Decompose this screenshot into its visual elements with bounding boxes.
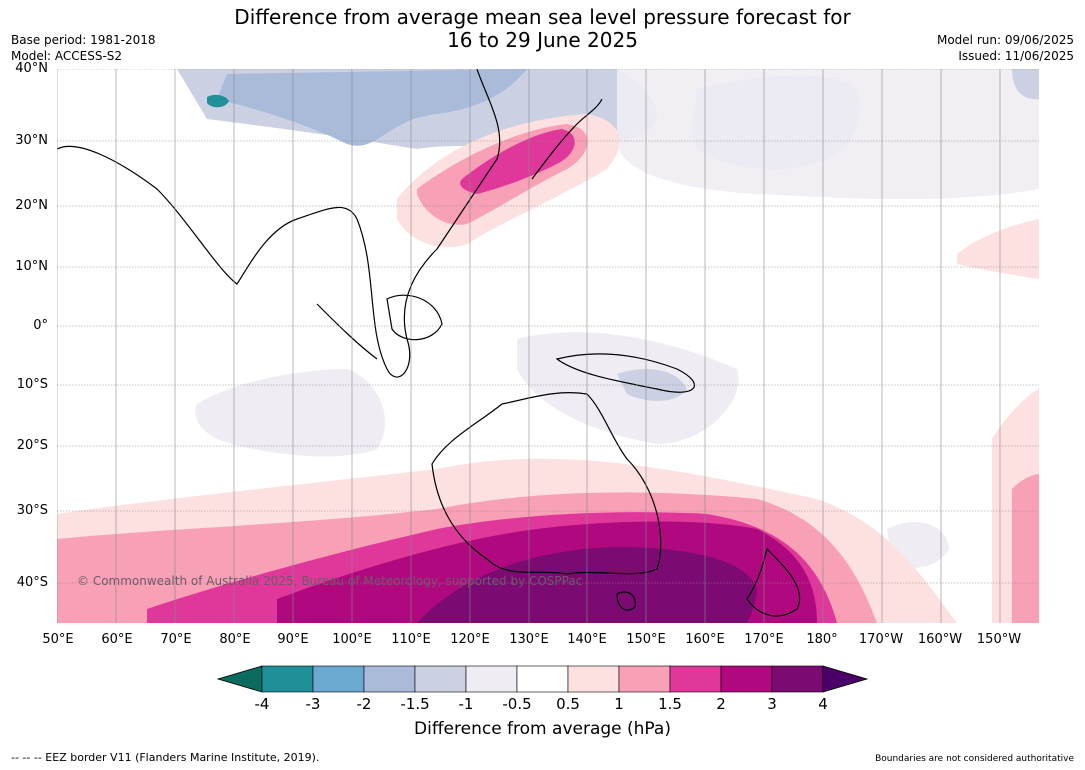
colorbar-tick: 3 [767,695,777,713]
colorbar-segment [312,665,365,693]
colorbar-segment [414,665,467,693]
map-svg [57,69,1039,623]
colorbar [216,665,868,693]
lon-label-90e: 90°E [277,632,309,647]
colorbar-tick: 4 [818,695,828,713]
coast-arabia-india [57,145,358,285]
coast-new-zealand [746,547,801,617]
colorbar-segment [720,665,773,693]
coast-australia [431,392,662,575]
lat-label-20s: 20°S [16,438,48,453]
anomaly-shading [57,69,1039,623]
eez-border-note: -- -- -- EEZ border V11 (Flanders Marine… [11,751,320,764]
colorbar-segment [618,665,671,693]
colorbar-tick: -1 [458,695,474,713]
issued-date: Issued: 11/06/2025 [958,49,1074,63]
lon-label-160e: 160°E [685,632,725,647]
negative-anomaly-core [207,94,229,108]
lat-label-10n: 10°N [15,259,48,274]
lon-label-80e: 80°E [219,632,251,647]
chart-title-line-1: Difference from average mean sea level p… [234,5,851,29]
lon-label-50e: 50°E [42,632,74,647]
lon-label-180: 180° [806,632,838,647]
lat-label-40n: 40°N [15,61,48,76]
colorbar-tick: -1.5 [400,695,430,713]
coast-tasmania [616,591,636,611]
colorbar-tick: -0.5 [502,695,532,713]
lon-label-170e: 170°E [744,632,784,647]
colorbar-tick: -4 [254,695,270,713]
colorbar-segment [363,665,416,693]
lat-label-20n: 20°N [15,198,48,213]
base-period: Base period: 1981-2018 [11,33,156,47]
chart-title-line-2: 16 to 29 June 2025 [447,28,638,52]
colorbar-tick: 2 [716,695,726,713]
lat-label-30n: 30°N [15,133,48,148]
lon-label-120e: 120°E [450,632,490,647]
colorbar-label: Difference from average (hPa) [414,719,671,739]
meta-left: Base period: 1981-2018 Model: ACCESS-S2 [11,32,156,64]
colorbar-tick: 1.5 [658,695,682,713]
colorbar-arrow-high [822,665,868,693]
lon-label-130e: 130°E [509,632,549,647]
negative-anomaly-indian-ocean [195,369,386,457]
colorbar-segment [516,665,569,693]
colorbar-tick: -2 [356,695,372,713]
positive-anomaly-east [957,219,1039,279]
coast-sumatra [316,303,378,360]
lon-label-150e: 150°E [626,632,666,647]
colorbar-tick: 1 [614,695,624,713]
coast-southeast-asia [356,218,438,378]
meta-right: Model run: 09/06/2025 Issued: 11/06/2025 [937,32,1074,64]
lon-label-60e: 60°E [101,632,133,647]
lat-label-40s: 40°S [16,575,48,590]
lat-label-10s: 10°S [16,377,48,392]
colorbar-segment [465,665,518,693]
positive-anomaly-east-pink [1012,474,1039,623]
boundary-disclaimer: Boundaries are not considered authoritat… [875,754,1074,764]
lat-label-equator: 0° [33,318,48,333]
coast-borneo [386,294,443,341]
negative-anomaly-area-east [1012,69,1039,100]
faint-negative-north [617,69,1039,199]
lat-label-30s: 30°S [16,503,48,518]
lon-label-110e: 110°E [391,632,431,647]
colorbar-segment [771,665,824,693]
colorbar-arrow-low [216,665,263,693]
model-name: Model: ACCESS-S2 [11,49,123,63]
colorbar-tick: -3 [305,695,321,713]
copyright-notice: © Commonwealth of Australia 2025, Bureau… [77,574,583,588]
lon-label-150w: 150°W [976,632,1022,647]
lon-label-100e: 100°E [332,632,372,647]
lon-label-70e: 70°E [160,632,192,647]
lon-label-170w: 170°W [858,632,904,647]
coastlines [57,69,801,617]
coast-japan [531,98,603,180]
lon-label-140e: 140°E [567,632,607,647]
coast-china [436,69,501,250]
colorbar-segments [216,665,868,693]
meridians [57,69,1001,623]
colorbar-segment [669,665,722,693]
lon-label-160w: 160°W [917,632,963,647]
negative-anomaly-area-north-strong [217,69,527,146]
coast-new-guinea [555,353,696,393]
model-run-date: Model run: 09/06/2025 [936,33,1074,47]
positive-anomaly-japan-inner [460,129,575,194]
colorbar-segment [567,665,620,693]
map-area [57,69,1039,623]
colorbar-segment [261,665,314,693]
colorbar-tick: 0.5 [556,695,580,713]
